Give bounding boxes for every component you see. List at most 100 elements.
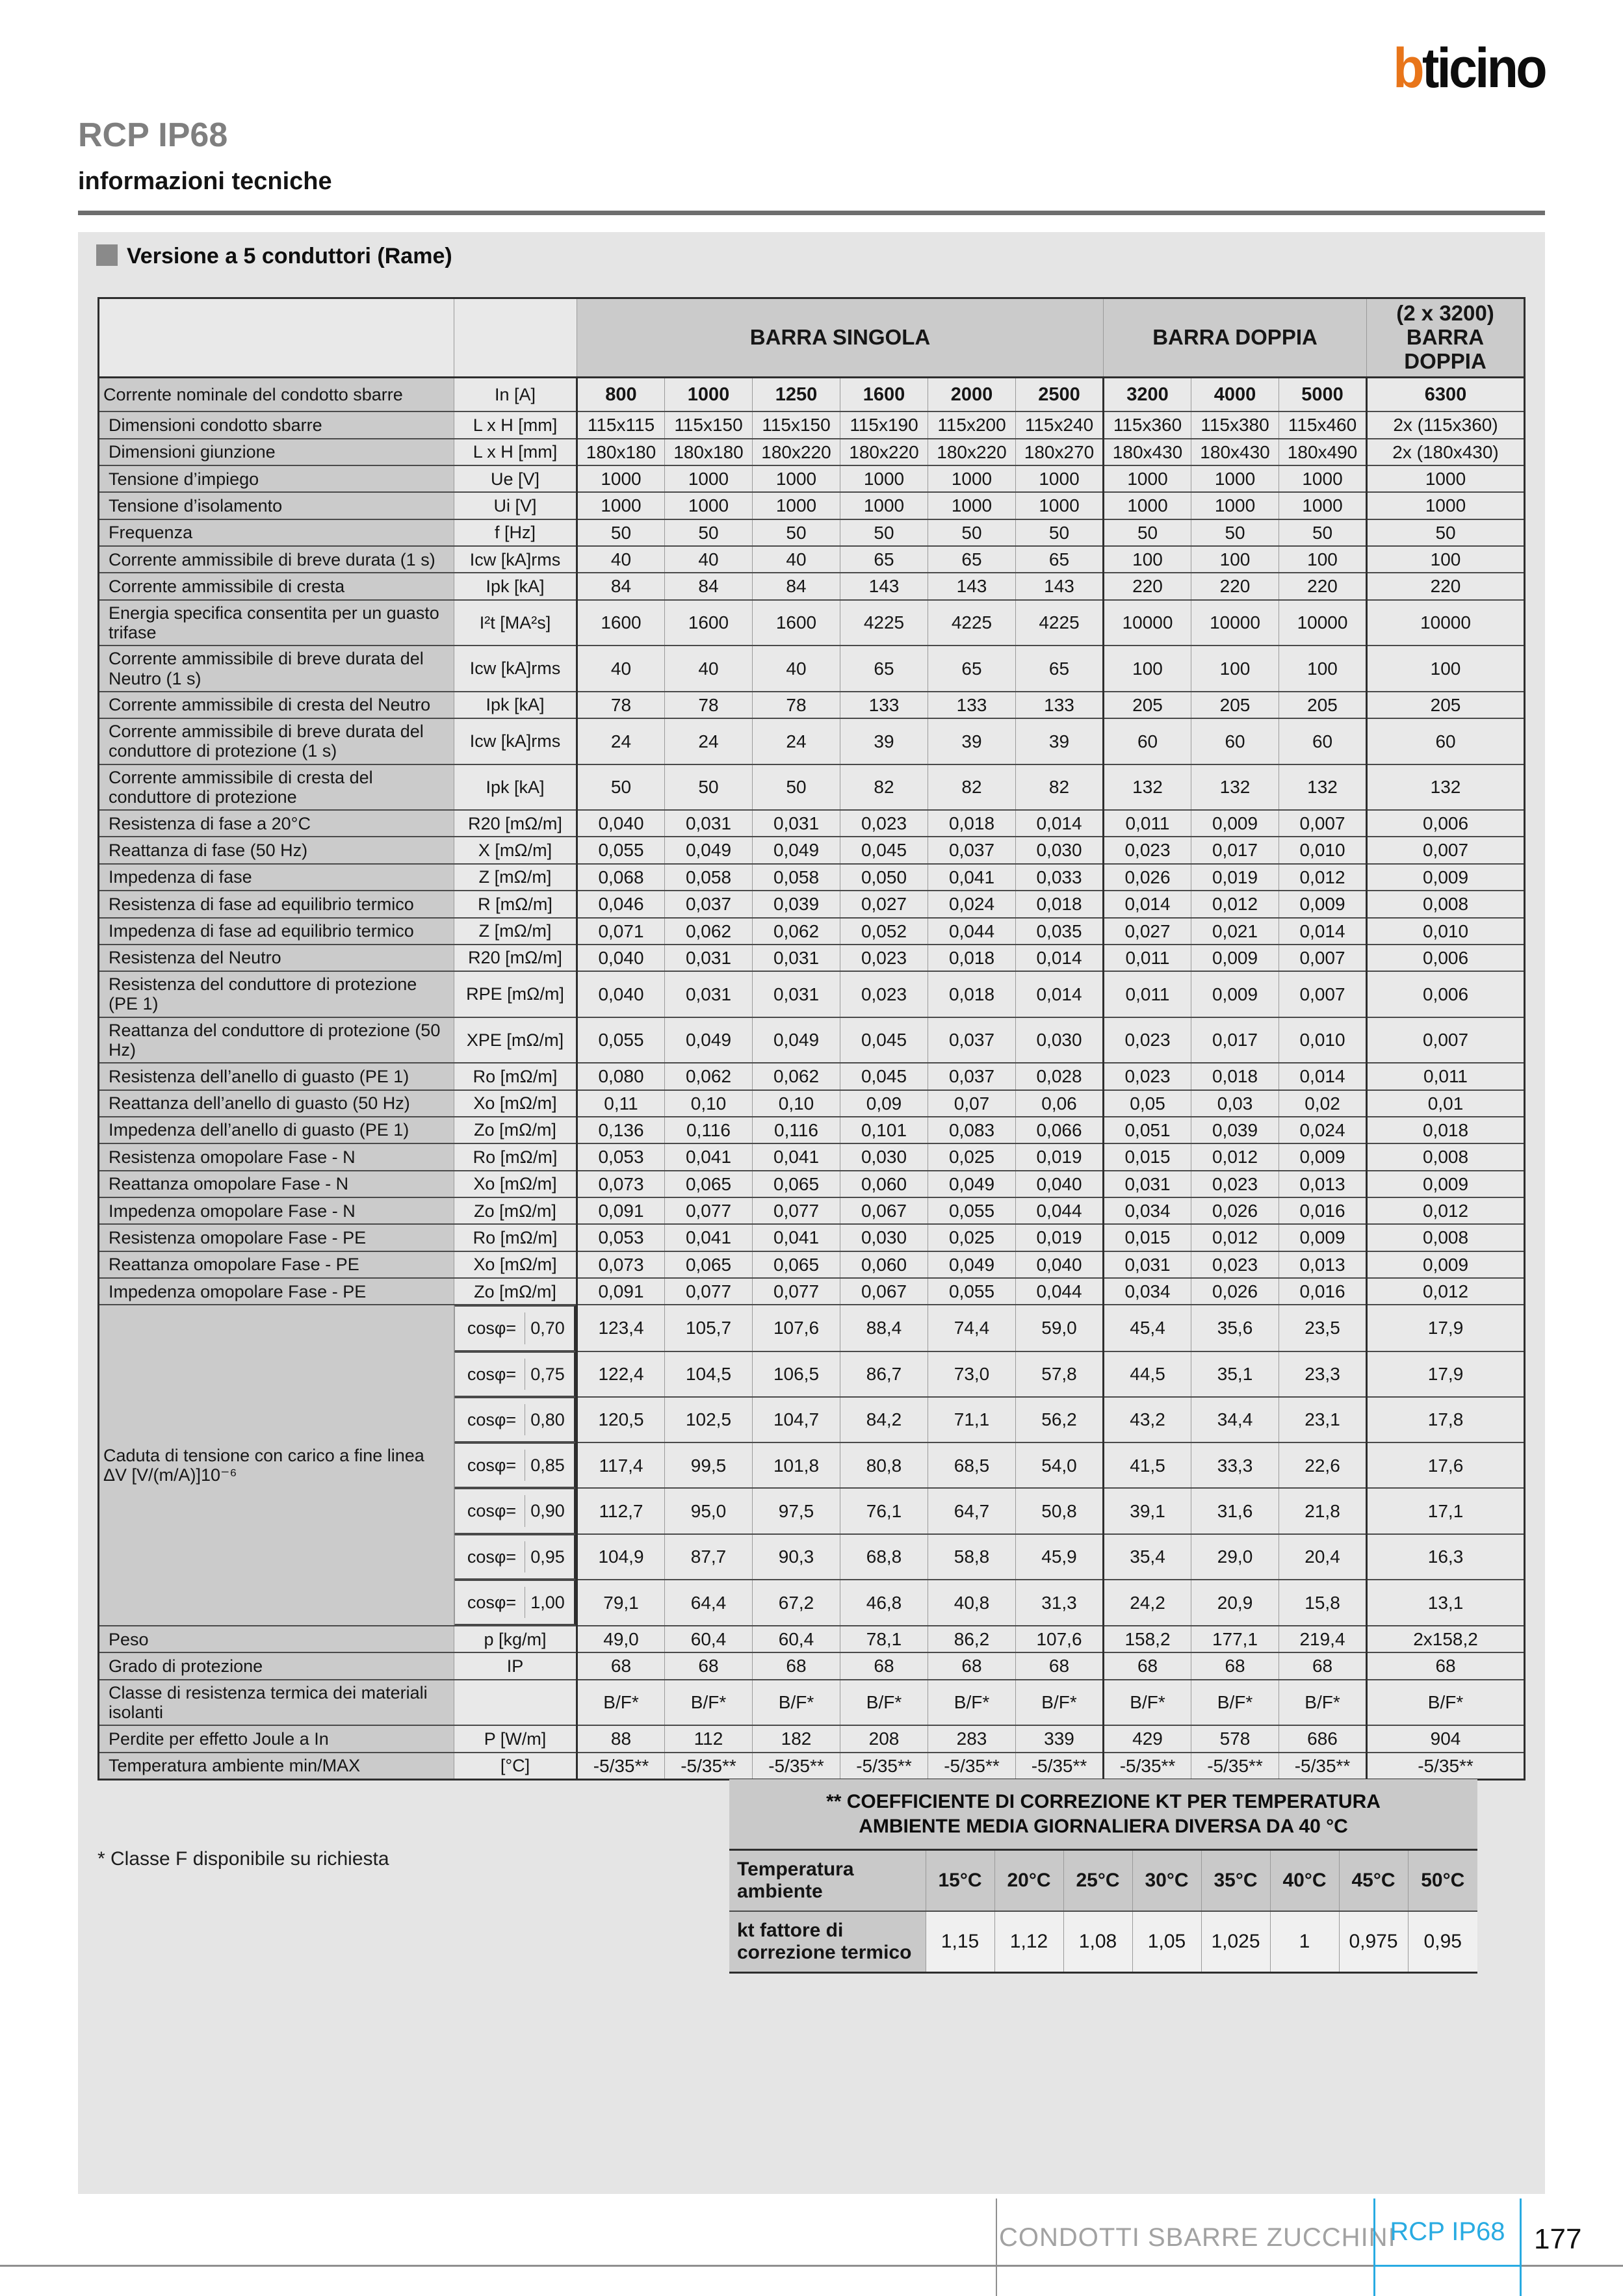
- cos-phi-label: cosφ=: [459, 1495, 525, 1527]
- correction-temp-label: Temperatura ambiente: [729, 1849, 926, 1911]
- cell-value: 50: [928, 518, 1016, 547]
- cell-value: 1000: [664, 376, 753, 413]
- cell-value: 86,2: [928, 1625, 1016, 1654]
- cell-value: 100: [1102, 645, 1192, 692]
- cell-value: 132: [1191, 763, 1280, 811]
- row-label: Resistenza di fase ad equilibrio termico: [98, 890, 454, 919]
- correction-kt-value: 1,12: [994, 1911, 1064, 1973]
- cell-value: 115x115: [576, 411, 665, 439]
- cell-value: 17,8: [1366, 1396, 1526, 1444]
- cell-value: B/F*: [928, 1678, 1016, 1727]
- cell-value: 20,9: [1191, 1578, 1280, 1627]
- row-label: Resistenza del conduttore di protezione …: [98, 971, 454, 1018]
- cell-value: -5/35**: [1279, 1751, 1368, 1781]
- cell-value: 44,5: [1102, 1350, 1192, 1398]
- cell-value: 68: [1102, 1652, 1192, 1680]
- cell-value: 1000: [840, 465, 928, 493]
- page-number: 177: [1534, 2223, 1582, 2255]
- cell-value: 1000: [1015, 491, 1104, 520]
- cell-value: 68: [840, 1652, 928, 1680]
- cell-value: 177,1: [1191, 1625, 1280, 1654]
- row-label: Corrente ammissibile di cresta: [98, 572, 454, 601]
- cell-value: 182: [752, 1725, 840, 1753]
- cell-value: 1600: [840, 376, 928, 413]
- cell-value: 0,116: [664, 1115, 753, 1145]
- cell-value: 57,8: [1015, 1350, 1104, 1398]
- cell-value: 0,025: [928, 1143, 1016, 1171]
- row-unit: R [mΩ/m]: [454, 890, 578, 919]
- cell-value: 60,4: [752, 1625, 840, 1654]
- cell-value: B/F*: [1366, 1678, 1526, 1727]
- cell-value: 0,07: [928, 1089, 1016, 1117]
- cell-value: 143: [928, 572, 1016, 601]
- cell-value: 0,011: [1102, 943, 1192, 972]
- cell-value: 104,5: [664, 1350, 753, 1398]
- cos-phi-label: cosφ=: [459, 1541, 525, 1572]
- cell-value: 0,025: [928, 1223, 1016, 1252]
- cell-value: 107,6: [752, 1304, 840, 1352]
- cell-value: B/F*: [664, 1678, 753, 1727]
- cell-value: 50: [1366, 518, 1526, 547]
- cell-value: 10000: [1279, 599, 1368, 647]
- row-unit: L x H [mm]: [454, 411, 578, 439]
- cell-value: 429: [1102, 1725, 1192, 1753]
- cell-value: 54,0: [1015, 1442, 1104, 1489]
- cell-value: 208: [840, 1725, 928, 1753]
- row-label: Impedenza di fase ad equilibrio termico: [98, 917, 454, 945]
- main-table: BARRA SINGOLA BARRA DOPPIA (2 x 3200) BARR…: [97, 297, 1526, 1781]
- cell-value: 65: [928, 545, 1016, 574]
- cell-value: 115x150: [664, 411, 753, 439]
- cell-value: 0,019: [1015, 1223, 1104, 1252]
- cell-value: 0,016: [1279, 1196, 1368, 1225]
- cell-value: 115x150: [752, 411, 840, 439]
- row-unit: Ro [mΩ/m]: [454, 1062, 578, 1091]
- cell-value: 50: [1191, 518, 1280, 547]
- cell-value: B/F*: [1015, 1678, 1104, 1727]
- cos-phi-label: cosφ=: [459, 1312, 525, 1344]
- cell-value: -5/35**: [1366, 1751, 1526, 1781]
- table-row: Tensione d’impiego Ue [V] 1000 1000 1000 1000…: [98, 465, 1526, 493]
- cell-value: 71,1: [928, 1396, 1016, 1444]
- cell-value: 115x190: [840, 411, 928, 439]
- cell-value: 0,050: [840, 863, 928, 892]
- cell-value: 180x220: [840, 437, 928, 467]
- cell-value: 24,2: [1102, 1578, 1192, 1627]
- correction-kt-label: kt fattore di correzione termico: [729, 1911, 926, 1973]
- cell-value: 0,014: [1015, 809, 1104, 838]
- footnote: * Classe F disponibile su richiesta: [97, 1848, 389, 1870]
- cell-value: 68: [928, 1652, 1016, 1680]
- cell-value: 50: [752, 763, 840, 811]
- cell-value: 0,045: [840, 836, 928, 865]
- cell-value: 578: [1191, 1725, 1280, 1753]
- row-label: Energia specifica consentita per un guas…: [98, 599, 454, 647]
- cell-value: 35,4: [1102, 1533, 1192, 1580]
- content-panel: Versione a 5 conduttori (Rame) BARRA SIN…: [78, 232, 1545, 2194]
- cell-value: 0,011: [1102, 971, 1192, 1018]
- cell-value: 40: [664, 645, 753, 692]
- cell-value: 0,031: [752, 943, 840, 972]
- cell-value: 84: [752, 572, 840, 601]
- cell-value: 17,1: [1366, 1487, 1526, 1535]
- cell-value: 0,03: [1191, 1089, 1280, 1117]
- cell-value: 40: [752, 545, 840, 574]
- cell-value: 0,017: [1191, 1016, 1280, 1064]
- row-label: Resistenza del Neutro: [98, 943, 454, 972]
- cell-value: 2x (115x360): [1366, 411, 1526, 439]
- row-label: Temperatura ambiente min/MAX: [98, 1751, 454, 1781]
- cell-value: 0,041: [752, 1143, 840, 1171]
- cell-value: 1000: [1191, 465, 1280, 493]
- table-row: Temperatura ambiente min/MAX [°C] -5/35** -…: [98, 1751, 1526, 1781]
- cell-value: 0,031: [664, 971, 753, 1018]
- cell-value: 0,031: [752, 971, 840, 1018]
- row-unit: P [W/m]: [454, 1725, 578, 1753]
- cell-value: 50,8: [1015, 1487, 1104, 1535]
- cell-value: 65: [1015, 645, 1104, 692]
- cell-value: 73,0: [928, 1350, 1016, 1398]
- cell-value: 88: [576, 1725, 665, 1753]
- cell-value: 2x (180x430): [1366, 437, 1526, 467]
- cell-value: 133: [928, 690, 1016, 720]
- cell-value: 100: [1279, 545, 1368, 574]
- row-unit-cos: cosφ= 0,80: [454, 1396, 576, 1443]
- cell-value: 0,039: [752, 890, 840, 919]
- cell-value: 24: [576, 718, 665, 765]
